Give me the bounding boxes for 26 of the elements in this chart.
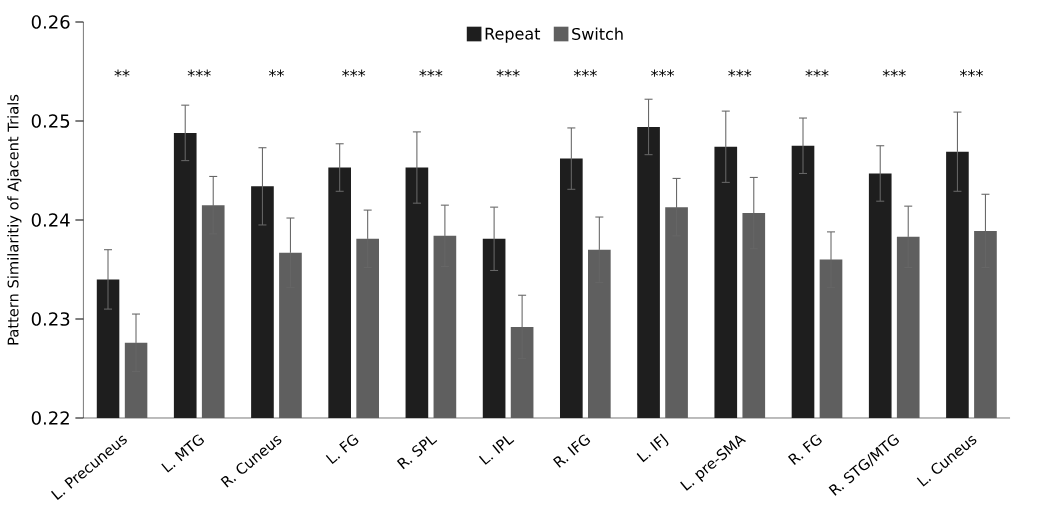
x-tick-label: L. IFJ [636, 433, 669, 463]
annotation: *** [651, 69, 675, 77]
x-tick-label: L. IPL [478, 436, 515, 465]
annotation: *** [805, 69, 829, 77]
x-tick-label: R. SPL [396, 436, 438, 470]
annotation: ** [268, 69, 284, 77]
x-tick-label: R. IFG [552, 434, 591, 468]
x-tick-label: R. FG [787, 434, 822, 465]
annotation: ** [114, 69, 130, 77]
annotation: *** [882, 69, 906, 77]
y-tick-label: 0.26 [31, 15, 70, 29]
annotation: *** [573, 69, 597, 77]
legend-label: Repeat [485, 27, 541, 43]
annotation: *** [419, 69, 443, 77]
annotation: *** [342, 69, 366, 77]
y-tick-label: 0.22 [31, 411, 69, 425]
annotation: *** [187, 69, 211, 77]
legend-label: Switch [572, 27, 623, 40]
y-tick-label: 0.23 [31, 312, 70, 326]
y-tick-label: 0.24 [31, 213, 70, 227]
x-tick-label: L. FG [325, 434, 359, 465]
y-tick-label: 0.25 [31, 114, 70, 128]
annotation: *** [496, 69, 520, 77]
y-axis-title: Pattern Similaritiy of Ajacent Trials [7, 94, 22, 345]
annotation: *** [959, 69, 983, 77]
annotation: *** [728, 69, 752, 77]
